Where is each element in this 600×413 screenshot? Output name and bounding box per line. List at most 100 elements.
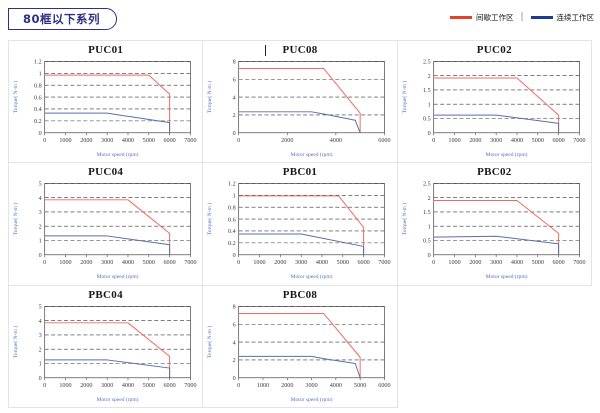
x-tick-label: 2000 [281, 138, 293, 144]
x-tick-label: 6000 [163, 261, 175, 267]
series-line [239, 312, 361, 378]
legend-swatch-intermittent [449, 16, 472, 19]
x-tick-label: 4000 [330, 383, 342, 389]
chart-title: PUC02 [476, 44, 512, 56]
y-tick-label: 2.5 [423, 60, 431, 66]
y-tick-label: 5 [39, 304, 42, 310]
chart-cell-pbc08[interactable]: PBC08 0 2 4 6 8 0 1000 2000 3000 4000 5000 6000 Motor… [203, 285, 398, 408]
x-tick-label: 5000 [143, 383, 155, 389]
plot-frame [44, 61, 191, 134]
chart-title: PBC01 [282, 166, 318, 179]
y-tick-label: 1.5 [423, 88, 431, 94]
y-tick-label: 5 [39, 182, 42, 188]
x-tick-label: 6000 [379, 383, 391, 389]
y-tick-label: 0.8 [34, 83, 42, 89]
y-tick-label: 4 [233, 95, 236, 101]
x-tick-label: 5000 [143, 138, 155, 144]
y-tick-label: 0.5 [423, 117, 431, 123]
chart-cell-pbc01[interactable]: PBC01 0 0.2 0.4 0.6 0.8 1 1.2 0 1000 2000 3000 4000 5… [203, 163, 398, 286]
y-tick-label: 2 [233, 358, 236, 364]
x-tick-label: 5000 [337, 261, 349, 267]
x-tick-label: 2000 [469, 261, 481, 267]
y-tick-label: 1 [233, 194, 236, 200]
y-tick-label: 1 [427, 225, 430, 231]
chart-cell-puc02[interactable]: PUC02 0 0.5 1 1.5 2 2.5 0 1000 2000 3000 4000 5000 60… [397, 41, 592, 164]
series-line [239, 68, 361, 133]
x-axis-label: Motor speed (rpm) [291, 396, 333, 403]
chart-grid: PUC01 0 0.2 0.4 0.6 0.8 1 1.2 0 1000 2000 3000 4000 5… [8, 40, 592, 408]
chart-title: PBC02 [477, 166, 512, 179]
series-line [44, 199, 171, 256]
y-tick-label: 4 [233, 340, 236, 346]
y-tick-label: 0 [39, 131, 42, 137]
y-tick-label: 0 [233, 131, 236, 137]
x-tick-label: 0 [237, 138, 240, 144]
x-axis-label: Motor speed (rpm) [485, 151, 527, 158]
x-tick-label: 6000 [379, 138, 391, 144]
y-tick-label: 4 [39, 196, 42, 202]
series-line [433, 200, 559, 256]
chart-title: PUC08 [282, 44, 318, 56]
chart-cell-puc08[interactable]: PUC08 0 2 4 6 8 0 2000 4000 6000 Motor speed (rpm)… [203, 41, 398, 164]
y-axis-label: Torque( N-m ) [12, 203, 19, 235]
y-tick-label: 6 [233, 77, 236, 83]
y-axis-label: Torque( N-m ) [206, 325, 213, 357]
x-tick-label: 3000 [490, 138, 502, 144]
chart-plot: 0 1 2 3 4 5 0 1000 2000 3000 4000 5000 6000 7000 Motor… [12, 304, 197, 403]
chart-cell-pbc02[interactable]: PBC02 0 0.5 1 1.5 2 2.5 0 1000 2000 3000 4000 5000 60… [397, 163, 592, 286]
plot-frame [238, 305, 386, 378]
series-line [433, 236, 559, 256]
y-tick-label: 0 [233, 376, 236, 382]
x-tick-label: 1000 [254, 261, 266, 267]
y-tick-label: 0.6 [228, 218, 236, 224]
chart-plot: 0 0.5 1 1.5 2 2.5 0 1000 2000 3000 4000 5000 6000 700… [401, 60, 586, 159]
series-tab[interactable]: 80框以下系列 [8, 8, 118, 30]
chart-plot: 0 2 4 6 8 0 1000 2000 3000 4000 5000 6000 Motor spee… [206, 304, 391, 403]
y-tick-label: 0.4 [228, 229, 236, 235]
series-line [44, 235, 171, 256]
legend: 间歇工作区 | 连续工作区 [449, 12, 594, 23]
y-axis-label: Torque( N-m ) [12, 81, 19, 113]
x-tick-label: 7000 [184, 138, 196, 144]
y-tick-label: 0 [233, 253, 236, 259]
x-tick-label: 1000 [59, 383, 71, 389]
plot-frame [238, 183, 386, 256]
x-tick-label: 0 [432, 261, 435, 267]
x-tick-label: 7000 [184, 383, 196, 389]
legend-swatch-continuous [530, 16, 553, 19]
chart-cell-puc01[interactable]: PUC01 0 0.2 0.4 0.6 0.8 1 1.2 0 1000 2000 3000 4000 5… [9, 41, 204, 164]
y-axis-label: Torque( N-m ) [206, 81, 213, 113]
series-line [239, 355, 361, 378]
x-tick-label: 3000 [101, 261, 113, 267]
x-tick-label: 1000 [257, 383, 269, 389]
y-tick-label: 0 [427, 253, 430, 259]
x-tick-label: 4000 [316, 261, 328, 267]
series-line [44, 359, 171, 378]
y-tick-label: 8 [233, 304, 236, 310]
x-tick-label: 7000 [573, 261, 585, 267]
chart-plot: 0 2 4 6 8 0 2000 4000 6000 Motor speed (rpm) Torqu… [206, 60, 391, 159]
chart-title: PBC08 [282, 288, 318, 301]
chart-cell-puc04[interactable]: PUC04 0 1 2 3 4 5 0 1000 2000 3000 4000 5000 6000 7000… [9, 163, 204, 286]
chart-cell-pbc04[interactable]: PBC04 0 1 2 3 4 5 0 1000 2000 3000 4000 5000 6000 7000… [9, 285, 204, 408]
x-tick-label: 6000 [552, 138, 564, 144]
x-tick-label: 0 [237, 383, 240, 389]
x-tick-label: 6000 [163, 383, 175, 389]
y-tick-label: 1 [39, 71, 42, 77]
chart-plot: 0 0.2 0.4 0.6 0.8 1 1.2 0 1000 2000 3000 4000 5000 60… [206, 182, 391, 281]
y-axis-label: Torque( N-m ) [401, 203, 408, 235]
y-tick-label: 1 [39, 361, 42, 367]
plot-frame [44, 305, 191, 378]
x-tick-label: 6000 [552, 261, 564, 267]
x-tick-label: 2000 [80, 383, 92, 389]
y-tick-label: 8 [233, 60, 236, 66]
y-tick-label: 1 [427, 102, 430, 108]
y-tick-label: 0.2 [34, 119, 42, 125]
y-axis-label: Torque( N-m ) [12, 325, 19, 357]
y-tick-label: 1.2 [34, 60, 42, 66]
y-tick-label: 2 [233, 113, 236, 119]
y-tick-label: 2 [427, 196, 430, 202]
y-tick-label: 0.2 [228, 241, 236, 247]
x-axis-label: Motor speed (rpm) [485, 273, 527, 280]
y-tick-label: 0.4 [34, 107, 42, 113]
